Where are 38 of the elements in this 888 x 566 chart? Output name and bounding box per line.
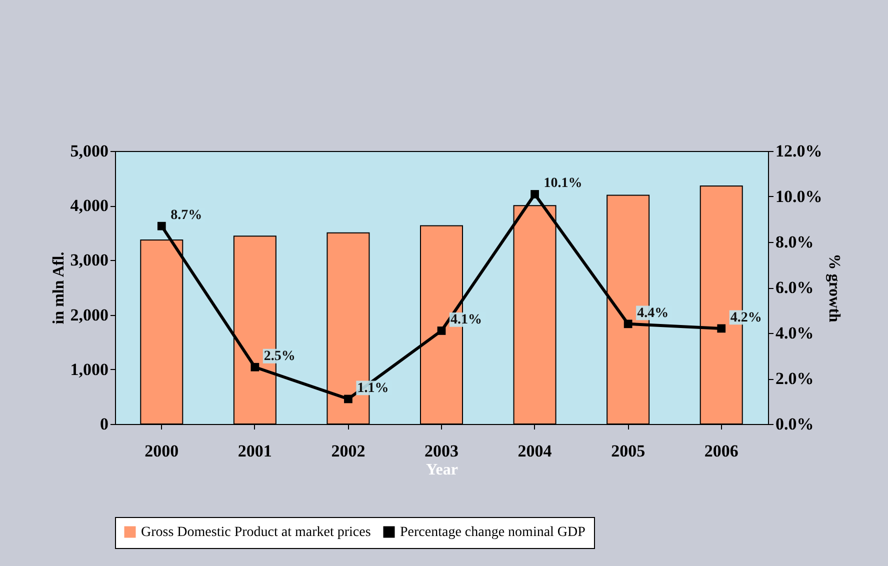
x-tick-label: 2002 [331, 442, 366, 460]
point [437, 326, 446, 335]
y2-tick-label: 10.0% [776, 187, 822, 206]
point [250, 362, 260, 372]
x-tick-label: 2005 [611, 442, 646, 460]
y-axis-title: in mln Afl. [50, 252, 68, 324]
data-label: 2.5% [264, 349, 296, 364]
point [624, 320, 632, 328]
x-tick-label: 2000 [144, 442, 179, 460]
y-tick-label: 5,000 [70, 142, 108, 160]
y-tick-label: 1,000 [70, 360, 108, 379]
data-label: 4.1% [450, 312, 482, 328]
y-tick-label: 2,000 [70, 305, 108, 324]
x-tick-label: 2004 [518, 442, 552, 460]
point [157, 222, 166, 230]
legend-label: Gross Domestic Product at market prices [141, 525, 371, 540]
legend-label: Percentage change nominal GDP [400, 525, 586, 540]
y-tick-label: 0 [100, 414, 108, 434]
data-label: 10.1% [544, 176, 582, 192]
point [344, 394, 352, 404]
x-tick-label: 2001 [238, 442, 272, 460]
y2-tick-label: 2.0% [776, 369, 814, 388]
y2-tick-label: 8.0% [776, 232, 814, 252]
point [717, 324, 726, 333]
data-label: 4.4% [637, 306, 669, 321]
y2-tick-label: 4.0% [776, 324, 814, 342]
y2-axis-title: % growth [825, 254, 842, 322]
x-tick-label: 2006 [704, 442, 738, 460]
y2-tick-label: 12.0% [776, 142, 822, 160]
data-label: 1.1% [357, 380, 389, 396]
point [530, 190, 539, 198]
y-tick-label: 3,000 [70, 250, 108, 270]
y-tick-label: 4,000 [70, 196, 108, 216]
data-label: 4.2% [730, 310, 762, 326]
y2-tick-label: 6.0% [776, 278, 814, 297]
y2-tick-label: 0.0% [776, 414, 814, 434]
x-tick-label: 2003 [424, 442, 458, 460]
data-label: 8.7% [170, 208, 202, 224]
